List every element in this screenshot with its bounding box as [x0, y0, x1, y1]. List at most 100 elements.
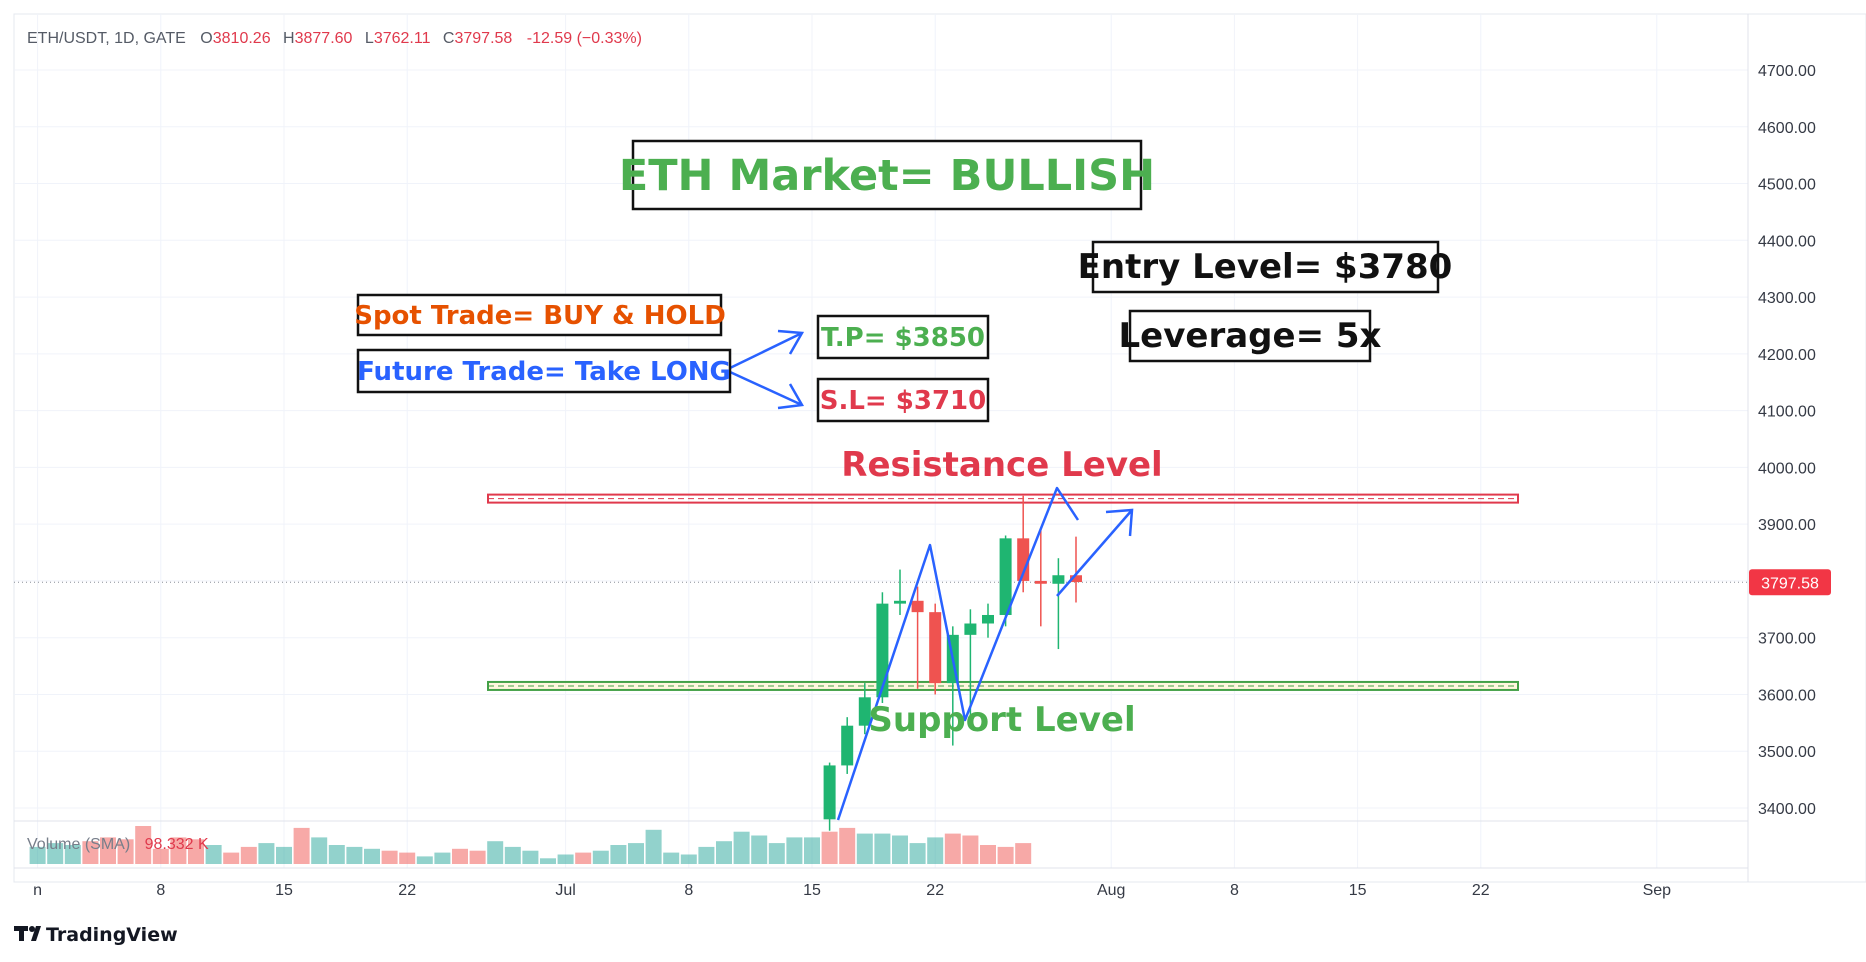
volume-bar: [223, 852, 240, 864]
volume-bar: [874, 833, 891, 864]
x-tick-label: 22: [926, 882, 944, 899]
leverage-label: Leverage= 5x: [1119, 316, 1382, 356]
volume-bar: [469, 850, 486, 864]
take-profit-label: T.P= $3850: [821, 323, 985, 353]
x-tick-label: Aug: [1097, 882, 1125, 899]
tp-arrow: [729, 331, 803, 370]
ohlc-legend[interactable]: ETH/USDT, 1D, GATE O3810.26 H3877.60 L37…: [27, 30, 642, 47]
volume-pane: [29, 826, 1032, 864]
y-tick-label: 4700.00: [1758, 63, 1816, 80]
candle-body: [1034, 580, 1047, 584]
candle-body: [982, 614, 994, 624]
future-box[interactable]: Future Trade= Take LONG: [356, 348, 732, 394]
price-axis[interactable]: 3400.003500.003600.003700.003800.003900.…: [1758, 63, 1816, 818]
volume-bar: [768, 843, 785, 864]
open-label: O: [200, 30, 212, 47]
candle-body: [999, 538, 1012, 615]
volume-bar: [733, 831, 750, 864]
title-box-frame: [631, 139, 1143, 211]
y-tick-label: 3500.00: [1758, 744, 1816, 761]
x-tick-label: 15: [1349, 882, 1367, 899]
volume-bar: [540, 858, 556, 864]
y-tick-label: 3700.00: [1758, 631, 1816, 648]
volume-bar: [680, 854, 697, 864]
change-value: -12.59 (−0.33%): [527, 30, 642, 47]
future-box-frame: [356, 348, 732, 394]
y-tick-label: 4100.00: [1758, 404, 1816, 421]
candle-body: [823, 765, 836, 820]
x-tick-label: 8: [1230, 882, 1239, 899]
tradingview-logo[interactable]: TradingView: [14, 924, 178, 946]
volume-bar: [698, 846, 715, 864]
leverage-box-frame: [1128, 309, 1372, 363]
volume-bar: [997, 846, 1014, 864]
volume-bar: [786, 837, 803, 864]
x-tick-label: 8: [684, 882, 693, 899]
x-tick-label: n: [33, 882, 42, 899]
volume-bar: [1015, 843, 1032, 864]
time-axis[interactable]: n 8 15 22 Jul 8 15 22 Aug 8 15 22 Sep: [33, 882, 1671, 899]
sl-box[interactable]: S.L= $3710: [816, 377, 990, 423]
grid-lines: [14, 14, 1748, 868]
volume-bar: [293, 827, 310, 864]
volume-bar: [716, 841, 732, 864]
volume-bar: [381, 850, 398, 864]
volume-bar: [522, 850, 539, 864]
symbol-label: ETH/USDT, 1D, GATE: [27, 30, 186, 47]
candle-body: [1052, 575, 1065, 584]
close-label: C: [443, 30, 455, 47]
y-tick-label: 4600.00: [1758, 120, 1816, 137]
volume-bar: [610, 845, 627, 864]
volume-bar: [575, 852, 592, 864]
volume-bar: [205, 845, 222, 864]
volume-bar: [804, 837, 820, 864]
volume-bar: [170, 837, 187, 864]
low-label: L: [365, 30, 374, 47]
volume-value: 98.332 K: [145, 836, 209, 853]
market-title: ETH Market= BULLISH: [619, 151, 1155, 201]
support-level-label: Support Level: [868, 700, 1135, 740]
title-box[interactable]: ETH Market= BULLISH: [619, 139, 1155, 211]
leverage-box[interactable]: Leverage= 5x: [1119, 309, 1382, 363]
volume-bar: [839, 827, 856, 864]
candle-body: [876, 603, 889, 698]
x-tick-label: 8: [156, 882, 165, 899]
x-tick-label: 22: [1472, 882, 1490, 899]
volume-bar: [328, 845, 345, 864]
y-tick-label: 4400.00: [1758, 233, 1816, 250]
volume-bar: [452, 848, 468, 864]
volume-bar: [64, 845, 81, 864]
resistance-level-label: Resistance Level: [841, 445, 1162, 485]
high-label: H: [283, 30, 295, 47]
x-tick-label: 15: [275, 882, 293, 899]
volume-bar: [346, 846, 363, 864]
volume-bar: [751, 835, 768, 864]
volume-bar: [592, 850, 609, 864]
volume-bar: [240, 846, 257, 864]
volume-bar: [82, 841, 99, 864]
y-tick-label: 3400.00: [1758, 801, 1816, 818]
x-tick-label: Jul: [555, 882, 575, 899]
volume-bar: [152, 848, 169, 864]
spot-box[interactable]: Spot Trade= BUY & HOLD: [354, 293, 726, 337]
volume-legend: Volume (SMA) 98.332 K: [27, 836, 209, 853]
candles: [823, 495, 1082, 831]
x-tick-label: Sep: [1643, 882, 1672, 899]
volume-bar: [487, 841, 504, 864]
stop-loss-label: S.L= $3710: [820, 386, 986, 416]
volume-bar: [188, 839, 204, 864]
volume-bar: [892, 835, 908, 864]
entry-box[interactable]: Entry Level= $3780: [1078, 240, 1453, 294]
tp-box[interactable]: T.P= $3850: [816, 314, 990, 360]
volume-bar: [29, 846, 46, 864]
candle-body: [841, 725, 854, 766]
sl-arrow: [729, 370, 803, 407]
low-value: 3762.11: [374, 30, 431, 47]
volume-bar: [962, 835, 979, 864]
volume-bar: [364, 848, 380, 864]
volume-label: Volume (SMA): [27, 836, 130, 853]
volume-bar: [434, 852, 451, 864]
zigzag-path: [836, 486, 1080, 821]
support-resistance-lines: [487, 493, 1519, 691]
